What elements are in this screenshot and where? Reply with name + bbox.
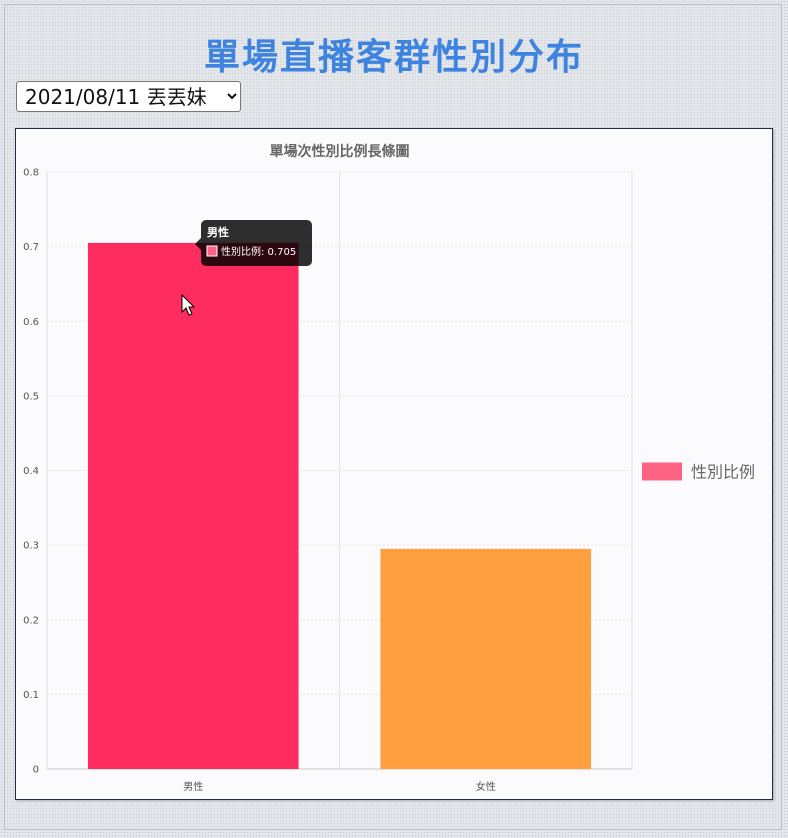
bars [87, 242, 592, 770]
bar-female [380, 548, 592, 769]
y-tick-label: 0.8 [23, 168, 39, 179]
y-tick-label: 0.2 [23, 615, 39, 626]
mouse-cursor-icon [181, 293, 196, 316]
legend-swatch [642, 462, 682, 481]
legend[interactable]: 性別比例 [642, 462, 755, 482]
page-frame [4, 4, 782, 830]
y-tick-label: 0 [33, 765, 39, 776]
y-tick-label: 0.3 [23, 541, 39, 552]
x-tick-label: 男性 [183, 780, 203, 793]
chart-title: 單場次性別比例長條圖 [270, 143, 410, 160]
cursor-arrow [181, 293, 196, 316]
y-tick-label: 0.1 [23, 690, 39, 701]
tooltip-swatch [206, 245, 218, 257]
bar-male [87, 242, 299, 770]
y-tick-label: 0.4 [23, 466, 39, 477]
chart-card: 單場次性別比例長條圖 0 0.1 0.2 0.3 0.4 0.5 0.6 0.7 0.8 男性 女性… [15, 128, 773, 800]
session-select[interactable]: 2021/08/11 丟丟妹 [16, 81, 241, 112]
axis-ticks: 00.10.20.30.40.50.60.70.8男性 女性 [23, 168, 496, 794]
tooltip-title: 男性 [207, 225, 229, 239]
tooltip-caret [195, 238, 201, 250]
y-tick-label: 0.7 [23, 242, 39, 253]
page-title: 單場直播客群性別分布 [203, 37, 584, 78]
bar-chart: 單場次性別比例長條圖 00.10.20.30.40.50.60.70.8男性 女性… [23, 143, 755, 794]
legend-label: 性別比例 [691, 463, 755, 482]
tooltip-box [201, 220, 312, 266]
x-tick-label: 女性 [476, 780, 496, 793]
y-tick-label: 0.5 [23, 391, 39, 402]
y-tick-label: 0.6 [23, 317, 39, 328]
tooltip-value: 性別比例: 0.705 [221, 245, 296, 258]
